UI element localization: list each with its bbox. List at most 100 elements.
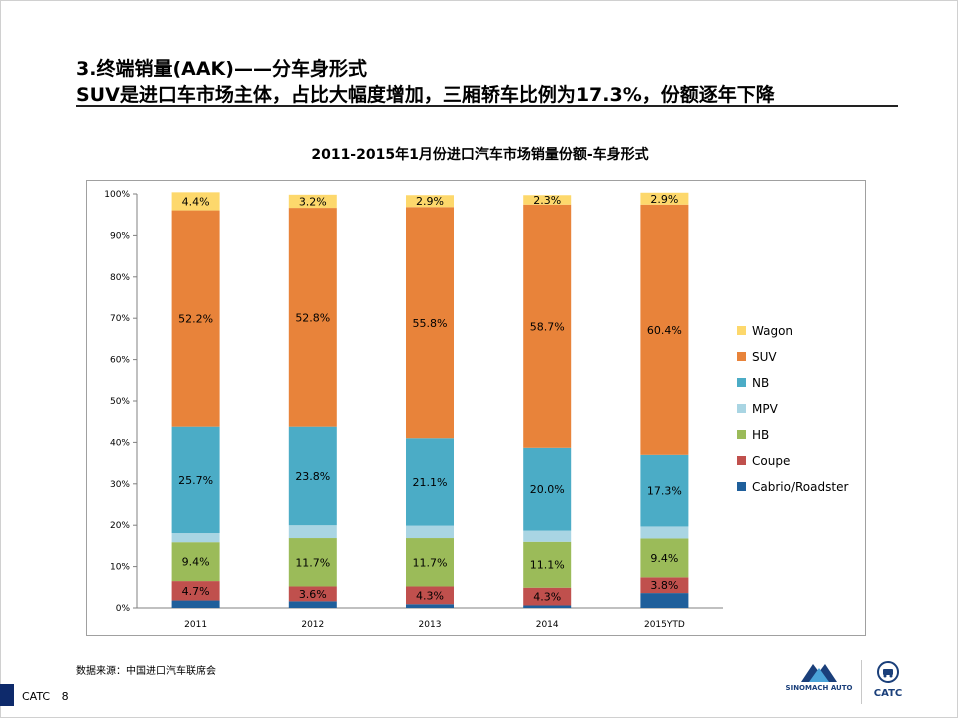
legend-label-hb: HB [752,428,769,442]
bar-segment-cabrio-roadster [523,605,572,608]
data-label-hb: 11.7% [413,556,448,569]
sinomach-logo-icon [801,664,837,682]
data-label-wagon: 3.2% [299,195,327,208]
footer-label: CATC [22,690,51,703]
legend-swatch-cabrio-roadster [737,482,746,491]
data-label-nb: 17.3% [647,485,682,498]
x-tick-label: 2014 [536,620,559,630]
bar-segment-cabrio-roadster [406,604,454,608]
legend-swatch-wagon [737,326,746,335]
legend-label-wagon: Wagon [752,324,793,338]
bar-segment-cabrio-roadster [640,593,689,608]
y-tick-label: 50% [110,397,130,407]
bar-segment-wagon [523,195,572,205]
bar-segment-suv [406,207,454,439]
bar-segment-coupe [640,577,689,594]
title-divider [76,105,898,107]
bar-segment-coupe [523,587,572,606]
legend-label-cabrio-roadster: Cabrio/Roadster [752,480,848,494]
bar-segment-hb [640,538,689,578]
data-source-note: 数据来源：中国进口汽车联席会 [76,666,216,677]
legend-swatch-coupe [737,456,746,465]
y-tick-label: 70% [110,314,130,324]
data-label-hb: 11.7% [295,556,330,569]
data-label-nb: 23.8% [295,470,330,483]
data-label-hb: 11.1% [530,559,565,572]
data-label-coupe: 3.6% [299,588,327,601]
bar-segment-mpv [288,525,337,539]
bar-segment-suv [640,204,689,455]
y-tick-label: 60% [110,356,130,366]
legend-label-coupe: Coupe [752,454,790,468]
data-label-nb: 21.1% [413,476,448,489]
bar-segment-nb [640,454,689,527]
page-number: 8 [61,690,69,703]
y-tick-label: 0% [116,604,131,614]
data-label-wagon: 4.4% [182,195,210,208]
y-tick-label: 10% [110,563,130,573]
legend-label-mpv: MPV [752,402,779,416]
bar-segment-suv [523,204,572,448]
y-tick-label: 20% [110,521,130,531]
x-tick-label: 2015YTD [644,620,685,630]
slide-subtitle: SUV是进口车市场主体，占比大幅度增加，三厢轿车比例为17.3%，份额逐年下降 [76,84,775,106]
data-label-hb: 9.4% [650,552,678,565]
bar-segment-wagon [406,195,454,208]
bar-segment-wagon [171,192,220,211]
y-tick-label: 100% [104,190,130,200]
legend-swatch-nb [737,378,746,387]
bar-segment-nb [171,426,220,534]
data-label-hb: 9.4% [182,556,210,569]
data-label-coupe: 3.8% [650,579,678,592]
data-label-wagon: 2.3% [533,194,561,207]
data-label-suv: 55.8% [413,317,448,330]
data-label-nb: 25.7% [178,474,213,487]
footer: CATC 8 [22,690,69,703]
bar-segment-mpv [640,526,689,539]
bar-segment-suv [288,208,337,427]
bar-segment-hb [171,542,220,582]
y-tick-label: 90% [110,231,130,241]
bar-segment-mpv [171,533,220,543]
x-tick-label: 2012 [301,620,324,630]
footer-square [0,684,14,706]
bar-segment-nb [406,438,454,526]
logo-divider [861,660,862,704]
data-label-suv: 52.2% [178,313,213,326]
catc-logo-icon [877,661,899,683]
data-label-wagon: 2.9% [650,193,678,206]
chart-container: 0% 10% 20% 30% 40% 50% 60% 70% 80% 90% 100% 4.7% 9.4… [86,180,866,636]
catc-logo-text: CATC [873,688,903,699]
y-tick-label: 40% [110,438,130,448]
x-tick-label: 2013 [419,620,442,630]
data-label-suv: 58.7% [530,320,565,333]
data-label-coupe: 4.7% [182,585,210,598]
sinomach-auto-logo: SINOMACH AUTO [784,660,854,702]
bar-segment-hb [406,538,454,587]
bar-segment-wagon [288,194,337,209]
bar-segment-coupe [288,586,337,602]
legend-swatch-hb [737,430,746,439]
bar-segment-hb [523,541,572,588]
bar-segment-hb [288,538,337,587]
chart-title: 2011-2015年1月份进口汽车市场销量份额-车身形式 [311,147,649,163]
data-label-suv: 60.4% [647,324,682,337]
y-tick-label: 80% [110,273,130,283]
data-label-coupe: 4.3% [533,591,561,604]
data-label-suv: 52.8% [295,311,330,324]
bar-segment-cabrio-roadster [171,600,220,608]
data-label-coupe: 4.3% [416,589,444,602]
data-label-nb: 20.0% [530,483,565,496]
bar-segment-wagon [640,192,689,205]
legend-swatch-mpv [737,404,746,413]
catc-logo: CATC [868,660,908,704]
bar-segment-cabrio-roadster [288,601,337,608]
bar-segment-suv [171,210,220,427]
bar-segment-coupe [171,581,220,601]
bar-segment-coupe [406,586,454,605]
bar-segment-nb [523,447,572,531]
legend-label-nb: NB [752,376,769,390]
bar-segment-mpv [406,525,454,539]
bar-segment-nb [288,426,337,526]
